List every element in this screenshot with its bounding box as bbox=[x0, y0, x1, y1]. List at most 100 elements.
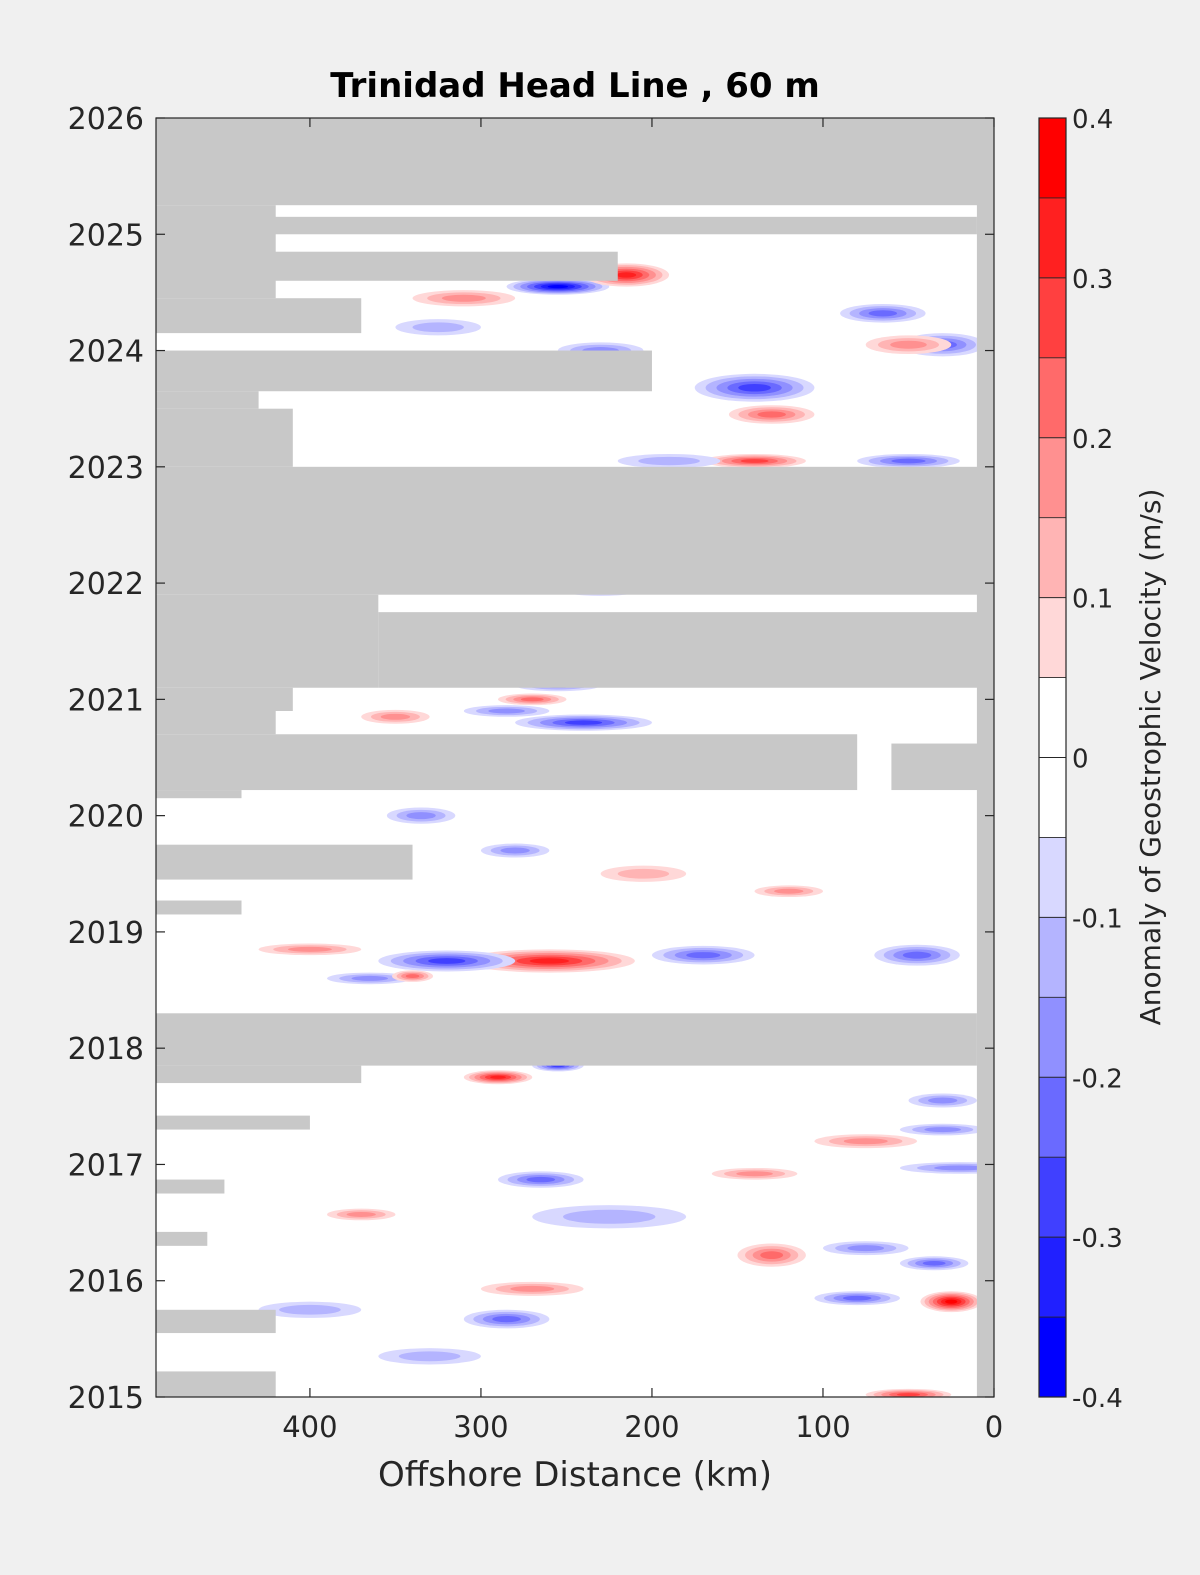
colorbar-segment bbox=[1039, 917, 1066, 998]
colorbar bbox=[1038, 117, 1067, 1398]
contour-level bbox=[380, 713, 411, 720]
contour-level bbox=[616, 272, 637, 278]
contour-level bbox=[890, 340, 927, 349]
colorbar-tick-label: 0.4 bbox=[1072, 105, 1113, 135]
anomaly-feature bbox=[754, 885, 823, 898]
colorbar-label: Anomaly of Geostrophic Velocity (m/s) bbox=[1134, 489, 1167, 1026]
contour-level bbox=[638, 456, 700, 466]
anomaly-feature bbox=[498, 1171, 584, 1188]
anomaly-feature bbox=[728, 405, 815, 424]
colorbar-tick-label: -0.3 bbox=[1072, 1224, 1123, 1254]
no-data-band bbox=[156, 594, 379, 688]
colorbar-segment bbox=[1039, 118, 1066, 198]
contour-level bbox=[922, 1260, 946, 1266]
y-tick-label: 2022 bbox=[68, 567, 144, 602]
anomaly-feature bbox=[392, 970, 434, 982]
anomaly-feature bbox=[378, 1348, 481, 1365]
anomaly-feature bbox=[386, 807, 456, 824]
colorbar-segment bbox=[1039, 1157, 1066, 1238]
anomaly-feature bbox=[327, 1208, 396, 1221]
anomaly-feature bbox=[463, 1070, 533, 1085]
anomaly-feature bbox=[327, 972, 413, 985]
anomaly-feature bbox=[515, 714, 652, 731]
colorbar-ticks: 0.4 0.3 0.2 0.1 0 -0.1 -0.2 -0.3 -0.4 bbox=[1072, 105, 1123, 1414]
no-data-band bbox=[156, 466, 994, 595]
contour-level bbox=[520, 697, 544, 702]
anomaly-feature bbox=[703, 454, 806, 468]
no-data-mask bbox=[156, 118, 994, 1397]
no-data-band bbox=[156, 1371, 276, 1397]
no-data-band bbox=[156, 1231, 208, 1246]
contour-level bbox=[563, 1209, 656, 1224]
no-data-band bbox=[156, 900, 242, 915]
contour-level bbox=[405, 974, 420, 979]
contour-level bbox=[924, 1127, 962, 1133]
contour-level bbox=[441, 294, 486, 302]
anomaly-feature bbox=[899, 1162, 994, 1174]
contour-level bbox=[547, 284, 569, 289]
no-data-band bbox=[156, 710, 276, 735]
contour-level bbox=[760, 1251, 784, 1260]
contour-level bbox=[428, 958, 466, 964]
no-data-band bbox=[156, 1179, 225, 1194]
anomaly-feature bbox=[506, 278, 610, 295]
contour-level bbox=[847, 1245, 885, 1252]
colorbar-segment bbox=[1039, 677, 1066, 758]
anomaly-feature bbox=[814, 1134, 918, 1149]
contour-level bbox=[617, 868, 670, 879]
colorbar-tick-label: -0.2 bbox=[1072, 1064, 1123, 1094]
x-tick-label: 300 bbox=[453, 1410, 508, 1444]
colorbar-segment bbox=[1039, 757, 1066, 838]
contour-level bbox=[843, 1138, 888, 1145]
contour-level bbox=[736, 1171, 773, 1177]
contour-level bbox=[934, 1165, 986, 1171]
contour-level bbox=[842, 1295, 872, 1301]
anomaly-feature bbox=[480, 843, 550, 858]
anomaly-feature bbox=[258, 943, 362, 956]
x-tick-label: 200 bbox=[624, 1410, 679, 1444]
colorbar-segment bbox=[1039, 997, 1066, 1078]
colorbar-segment bbox=[1039, 1237, 1066, 1318]
colorbar-tick-label: 0 bbox=[1072, 745, 1089, 775]
anomaly-feature bbox=[617, 454, 721, 468]
colorbar-segment bbox=[1039, 597, 1066, 678]
no-data-band bbox=[156, 687, 293, 711]
contour-level bbox=[488, 708, 525, 714]
no-data-band bbox=[156, 298, 362, 334]
no-data-band bbox=[156, 1115, 310, 1130]
y-tick-label: 2017 bbox=[68, 1148, 144, 1183]
contour-level bbox=[351, 975, 389, 981]
contour-level bbox=[902, 951, 932, 959]
contour-level bbox=[412, 322, 464, 333]
contour-level bbox=[686, 952, 721, 959]
no-data-band bbox=[156, 350, 652, 392]
anomaly-feature bbox=[857, 454, 960, 468]
contour-level bbox=[928, 1097, 958, 1104]
no-data-band bbox=[156, 734, 858, 791]
contour-level bbox=[490, 1075, 506, 1079]
no-data-band bbox=[156, 790, 242, 799]
y-tick-label: 2015 bbox=[68, 1381, 144, 1416]
colorbar-segment bbox=[1039, 437, 1066, 518]
x-tick-label: 400 bbox=[282, 1410, 337, 1444]
plot-frame bbox=[155, 117, 995, 1398]
contour-level bbox=[891, 458, 926, 464]
y-tick-label: 2024 bbox=[68, 335, 144, 370]
colorbar-segment bbox=[1039, 1317, 1066, 1397]
contour-level bbox=[774, 888, 804, 894]
x-axis: 400 300 200 100 0 bbox=[282, 118, 1003, 1444]
anomaly-feature bbox=[908, 1093, 977, 1108]
anomaly-feature bbox=[711, 1167, 798, 1180]
anomaly-feature bbox=[651, 945, 755, 965]
contour-level bbox=[564, 720, 603, 725]
contour-level bbox=[279, 1304, 341, 1315]
no-data-band bbox=[156, 844, 413, 880]
contour-level bbox=[529, 958, 570, 964]
anomaly-feature bbox=[822, 1241, 909, 1256]
anomaly-feature bbox=[899, 1256, 969, 1271]
colorbar-tick-label: 0.1 bbox=[1072, 585, 1113, 615]
colorbar-tick-label: -0.1 bbox=[1072, 904, 1123, 934]
contour-level bbox=[287, 946, 332, 952]
x-axis-label: Offshore Distance (km) bbox=[378, 1455, 772, 1495]
